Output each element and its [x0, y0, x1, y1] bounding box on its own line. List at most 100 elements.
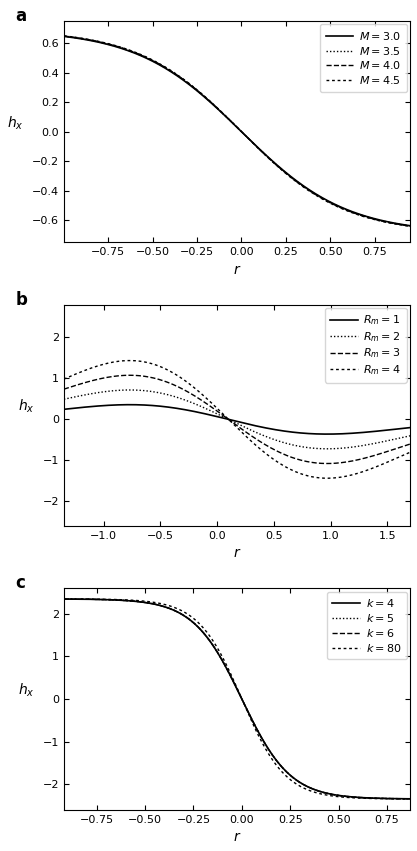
$k = 5$: [359, 792, 364, 802]
$R_m = 4$: [214, 403, 219, 413]
$R_m = 4$: [407, 447, 412, 457]
$M = 4.0$: [83, 34, 88, 44]
$k = 6$: [262, 739, 267, 749]
$R_m = 4$: [202, 391, 207, 402]
$M = 3.5$: [407, 220, 412, 231]
Line: $R_m = 2$: $R_m = 2$: [64, 390, 410, 448]
$R_m = 1$: [299, 428, 304, 438]
Line: $R_m = 1$: $R_m = 1$: [64, 405, 410, 434]
$R_m = 2$: [97, 387, 102, 397]
$R_m = 4$: [127, 356, 132, 366]
Line: $M = 4.0$: $M = 4.0$: [64, 36, 410, 226]
$k = 5$: [271, 752, 276, 762]
$R_m = 1$: [338, 429, 343, 439]
$k = 4$: [262, 739, 267, 749]
$k = 6$: [324, 788, 329, 798]
Legend: $R_m = 1$, $R_m = 2$, $R_m = 3$, $R_m = 4$: $R_m = 1$, $R_m = 2$, $R_m = 3$, $R_m = …: [324, 308, 407, 383]
$R_m = 3$: [332, 458, 337, 468]
$k = 4$: [407, 794, 412, 804]
$R_m = 1$: [214, 411, 219, 421]
$R_m = 3$: [127, 370, 132, 380]
$M = 4.0$: [407, 221, 412, 231]
$M = 4.5$: [407, 221, 412, 231]
$k = 5$: [61, 594, 66, 604]
X-axis label: $r$: $r$: [233, 263, 241, 277]
$k = 5$: [83, 594, 88, 604]
$k = 80$: [271, 757, 276, 767]
$R_m = 1$: [97, 401, 102, 411]
$M = 4.0$: [359, 210, 364, 220]
$M = 4.5$: [282, 167, 287, 177]
Y-axis label: $h_x$: $h_x$: [18, 682, 34, 699]
$M = 4.5$: [61, 31, 66, 41]
$k = 80$: [83, 594, 88, 604]
$R_m = 2$: [214, 408, 219, 419]
$R_m = 3$: [407, 439, 412, 449]
X-axis label: $r$: $r$: [233, 546, 241, 561]
$k = 4$: [271, 752, 276, 762]
Text: a: a: [15, 7, 27, 25]
Line: $R_m = 4$: $R_m = 4$: [64, 361, 410, 478]
$k = 4$: [324, 788, 329, 798]
$M = 4.0$: [262, 150, 267, 160]
$k = 4$: [359, 792, 364, 802]
$k = 4$: [83, 594, 88, 604]
$R_m = 2$: [407, 431, 412, 441]
Y-axis label: $h_x$: $h_x$: [18, 398, 34, 415]
$M = 3.0$: [324, 195, 329, 205]
$M = 3.0$: [282, 166, 287, 176]
$R_m = 1$: [407, 422, 412, 432]
$R_m = 4$: [299, 469, 304, 479]
$M = 3.0$: [61, 31, 66, 42]
$k = 5$: [282, 765, 287, 775]
$k = 6$: [83, 594, 88, 604]
$M = 4.5$: [271, 158, 276, 168]
$M = 3.0$: [359, 210, 364, 220]
$R_m = 3$: [214, 406, 219, 416]
$M = 4.5$: [324, 196, 329, 206]
$M = 4.0$: [61, 31, 66, 41]
Line: $k = 80$: $k = 80$: [64, 599, 410, 799]
$k = 5$: [407, 794, 412, 804]
$M = 4.0$: [324, 196, 329, 206]
$M = 3.0$: [262, 149, 267, 159]
$k = 4$: [61, 594, 66, 604]
$M = 4.5$: [359, 211, 364, 221]
Line: $k = 5$: $k = 5$: [64, 599, 410, 799]
$R_m = 1$: [61, 404, 66, 414]
$R_m = 1$: [325, 429, 330, 439]
$k = 80$: [324, 790, 329, 800]
$k = 4$: [282, 764, 287, 774]
$R_m = 2$: [299, 442, 304, 452]
Line: $k = 4$: $k = 4$: [64, 599, 410, 799]
$k = 80$: [359, 793, 364, 803]
$R_m = 2$: [338, 443, 343, 454]
$M = 3.5$: [282, 167, 287, 177]
$M = 3.5$: [61, 31, 66, 42]
$k = 80$: [61, 594, 66, 604]
$M = 4.0$: [271, 157, 276, 168]
Legend: $M = 3.0$, $M = 3.5$, $M = 4.0$, $M = 4.5$: $M = 3.0$, $M = 3.5$, $M = 4.0$, $M = 4.…: [320, 25, 407, 92]
$M = 4.5$: [262, 150, 267, 160]
$k = 80$: [407, 794, 412, 804]
$R_m = 3$: [61, 384, 66, 394]
$M = 3.5$: [271, 157, 276, 168]
$M = 4.5$: [83, 34, 88, 44]
$R_m = 1$: [332, 429, 337, 439]
$R_m = 2$: [61, 394, 66, 404]
$k = 80$: [262, 743, 267, 753]
Y-axis label: $h_x$: $h_x$: [7, 114, 24, 132]
Line: $R_m = 3$: $R_m = 3$: [64, 375, 410, 464]
$M = 3.5$: [262, 149, 267, 159]
Legend: $k = 4$, $k = 5$, $k = 6$, $k = 80$: $k = 4$, $k = 5$, $k = 6$, $k = 80$: [327, 591, 407, 659]
$M = 3.0$: [271, 157, 276, 168]
$R_m = 1$: [202, 408, 207, 419]
$k = 6$: [271, 752, 276, 762]
$k = 6$: [282, 765, 287, 775]
$M = 3.0$: [407, 220, 412, 231]
Line: $M = 4.5$: $M = 4.5$: [64, 36, 410, 226]
X-axis label: $r$: $r$: [233, 830, 241, 844]
$R_m = 3$: [299, 455, 304, 465]
$R_m = 2$: [325, 443, 330, 454]
$R_m = 2$: [127, 385, 132, 395]
